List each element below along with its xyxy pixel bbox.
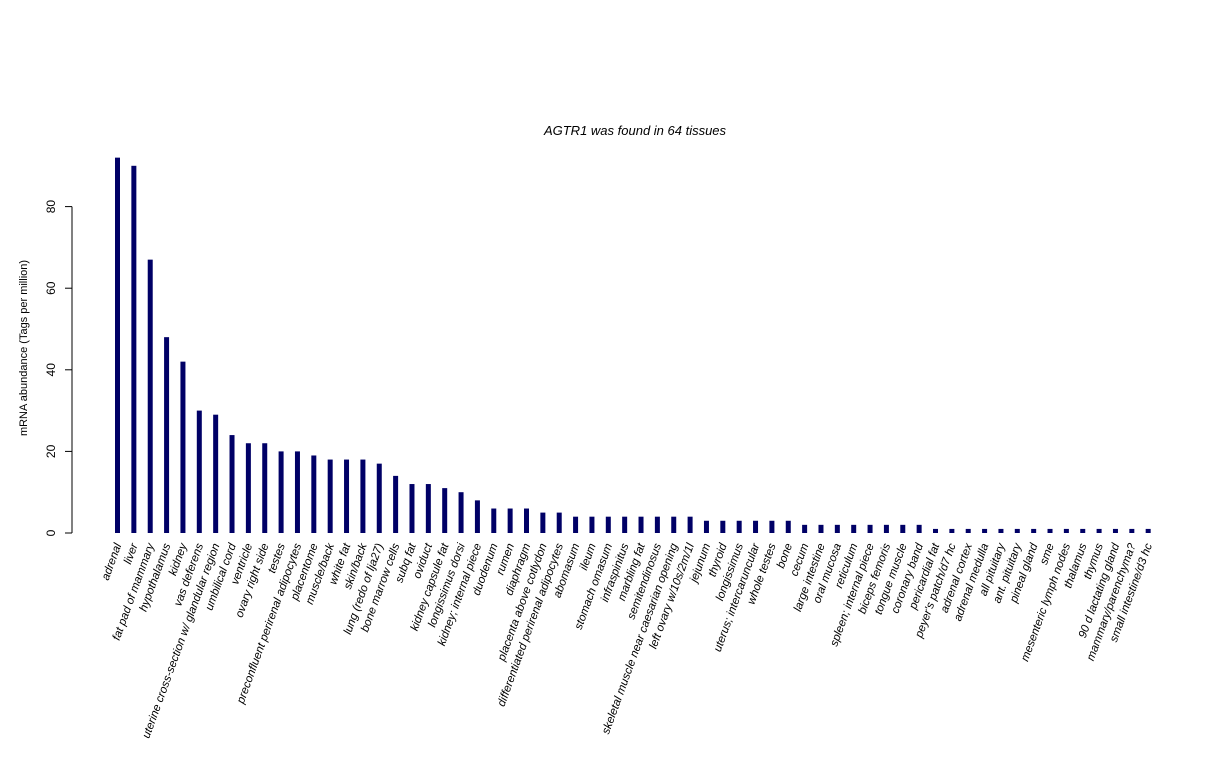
bar [229,435,235,533]
bar [474,500,480,533]
y-axis-label: mRNA abundance (Tags per million) [18,260,30,436]
bar [933,528,938,533]
bar [393,475,399,533]
bar [294,451,300,533]
bar [769,520,775,533]
bar [916,524,922,533]
bar [883,524,889,533]
y-tick-label: 20 [44,444,58,458]
bar [360,459,366,533]
bar [262,443,268,533]
bar [442,488,448,533]
bar [409,484,415,533]
bar [1047,528,1053,533]
bar [540,512,546,533]
chart-title: AGTR1 was found in 64 tissues [543,123,727,138]
bar [818,524,824,533]
bar [458,492,464,533]
bar [147,259,153,533]
bar [311,455,317,533]
bar [344,459,350,533]
bar [573,516,579,533]
y-tick-label: 40 [44,363,58,377]
bar [1129,528,1135,533]
x-tick-label: adrenal [100,542,125,583]
bar [1014,528,1020,533]
y-tick-label: 60 [44,281,58,295]
bar [115,157,120,533]
bar [589,516,595,533]
bar [687,516,693,533]
bar [785,520,791,533]
bar [278,451,284,533]
bar [736,520,742,533]
bar [376,463,382,533]
y-tick-label: 0 [44,529,58,536]
y-tick-label: 80 [44,200,58,214]
bar [802,524,808,533]
bar [213,414,219,533]
bar [998,528,1004,533]
bar [982,528,988,533]
bar [131,165,137,534]
bar [180,361,186,533]
bar [605,516,611,533]
bar [1080,528,1086,533]
bar [1063,528,1069,533]
bar [949,528,955,533]
bar [720,520,726,533]
bar [834,524,840,533]
bar [638,516,644,533]
bar [703,520,709,533]
bar [1145,528,1151,533]
y-axis: 0 20 40 60 80 [44,200,73,536]
bar [556,512,562,533]
bar [867,524,873,533]
bar [753,520,759,533]
bar [425,484,431,533]
bar [671,516,677,533]
bar [327,459,333,533]
bar [900,524,906,533]
bar [965,528,971,533]
bar [245,443,251,533]
bar [164,337,170,533]
bar [491,508,497,533]
bar [654,516,660,533]
bar [507,508,513,533]
bar [622,516,628,533]
bar [851,524,857,533]
bar [524,508,529,533]
bars-group [115,157,1151,534]
bar [1096,528,1102,533]
bar [196,410,202,533]
bar [1031,528,1037,533]
bar [1112,528,1118,533]
